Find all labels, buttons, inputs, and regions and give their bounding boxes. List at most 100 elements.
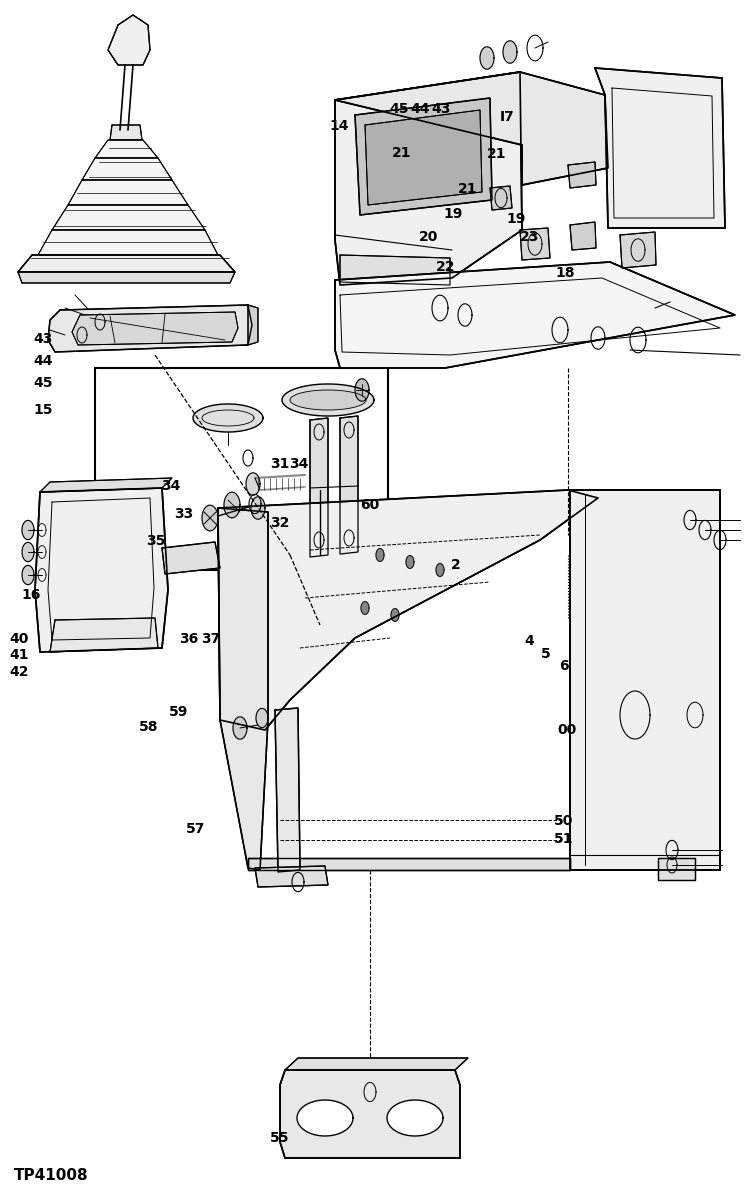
Polygon shape <box>620 232 656 268</box>
Polygon shape <box>436 564 444 577</box>
Polygon shape <box>406 555 414 569</box>
Polygon shape <box>480 47 494 70</box>
Text: 19: 19 <box>507 212 526 226</box>
Text: 16: 16 <box>21 588 41 602</box>
Text: 21: 21 <box>392 145 412 160</box>
Text: 32: 32 <box>270 516 290 530</box>
Polygon shape <box>162 542 220 575</box>
Text: 21: 21 <box>458 182 478 196</box>
Bar <box>95 368 388 570</box>
Text: 33: 33 <box>174 507 194 522</box>
Polygon shape <box>335 72 522 285</box>
Polygon shape <box>391 608 399 621</box>
Text: 41: 41 <box>9 648 29 662</box>
Polygon shape <box>255 865 328 887</box>
Polygon shape <box>248 305 258 345</box>
Polygon shape <box>82 157 172 180</box>
Polygon shape <box>376 548 384 561</box>
Polygon shape <box>256 708 268 727</box>
Text: 5: 5 <box>541 647 550 661</box>
Text: 34: 34 <box>289 457 309 471</box>
Text: 36: 36 <box>179 632 198 647</box>
Polygon shape <box>570 490 720 870</box>
Text: 2: 2 <box>451 558 460 572</box>
Text: 19: 19 <box>443 207 463 221</box>
Polygon shape <box>193 404 263 432</box>
Text: 43: 43 <box>34 332 53 346</box>
Polygon shape <box>18 272 235 282</box>
Polygon shape <box>275 708 300 871</box>
Text: 18: 18 <box>556 266 575 280</box>
Polygon shape <box>233 716 247 739</box>
Polygon shape <box>570 222 596 250</box>
Polygon shape <box>202 505 218 531</box>
Text: 31: 31 <box>270 457 290 471</box>
Text: 60: 60 <box>360 498 380 512</box>
Text: 44: 44 <box>411 102 430 117</box>
Polygon shape <box>361 601 369 614</box>
Polygon shape <box>335 72 608 185</box>
Polygon shape <box>251 496 265 519</box>
Text: 55: 55 <box>270 1131 290 1146</box>
Polygon shape <box>224 492 240 518</box>
Text: 34: 34 <box>161 478 181 493</box>
Text: 45: 45 <box>389 102 409 117</box>
Polygon shape <box>595 69 725 228</box>
Polygon shape <box>490 186 512 210</box>
Polygon shape <box>246 472 260 495</box>
Polygon shape <box>40 478 172 492</box>
Polygon shape <box>38 230 218 255</box>
Polygon shape <box>48 305 252 352</box>
Polygon shape <box>355 379 369 401</box>
Text: 15: 15 <box>34 403 53 417</box>
Polygon shape <box>108 14 150 65</box>
Polygon shape <box>285 1058 468 1070</box>
Polygon shape <box>503 41 517 64</box>
Polygon shape <box>310 418 328 557</box>
Text: 51: 51 <box>553 832 573 846</box>
Text: 6: 6 <box>559 659 569 673</box>
Text: 35: 35 <box>146 534 166 548</box>
Polygon shape <box>52 206 205 230</box>
Polygon shape <box>520 228 550 260</box>
Polygon shape <box>335 262 735 368</box>
Polygon shape <box>290 389 366 410</box>
Polygon shape <box>387 1100 443 1136</box>
Polygon shape <box>282 383 374 416</box>
Polygon shape <box>22 565 34 584</box>
Text: I7: I7 <box>499 109 514 124</box>
Polygon shape <box>248 858 570 870</box>
Text: 45: 45 <box>34 376 53 391</box>
Polygon shape <box>72 313 238 345</box>
Polygon shape <box>297 1100 353 1136</box>
Text: 44: 44 <box>34 353 53 368</box>
Text: 14: 14 <box>329 119 348 133</box>
Text: 59: 59 <box>169 704 189 719</box>
Text: 4: 4 <box>524 633 534 648</box>
Text: 22: 22 <box>436 260 455 274</box>
Text: 43: 43 <box>432 102 451 117</box>
Text: 21: 21 <box>487 147 506 161</box>
Text: TP41008: TP41008 <box>14 1168 88 1183</box>
Polygon shape <box>218 490 598 730</box>
Polygon shape <box>18 255 235 272</box>
Text: 42: 42 <box>9 665 29 679</box>
Text: 23: 23 <box>520 230 539 244</box>
Polygon shape <box>658 858 695 880</box>
Polygon shape <box>568 162 596 188</box>
Polygon shape <box>50 618 158 651</box>
Polygon shape <box>340 255 450 285</box>
Polygon shape <box>365 111 482 206</box>
Text: 20: 20 <box>419 230 439 244</box>
Text: 00: 00 <box>557 722 577 737</box>
Text: 40: 40 <box>9 632 29 647</box>
Polygon shape <box>340 416 358 554</box>
Text: 57: 57 <box>186 822 206 837</box>
Polygon shape <box>22 520 34 540</box>
Text: 58: 58 <box>139 720 158 734</box>
Text: 50: 50 <box>553 814 573 828</box>
Polygon shape <box>68 180 188 206</box>
Polygon shape <box>355 99 492 215</box>
Polygon shape <box>35 488 168 651</box>
Polygon shape <box>110 125 142 139</box>
